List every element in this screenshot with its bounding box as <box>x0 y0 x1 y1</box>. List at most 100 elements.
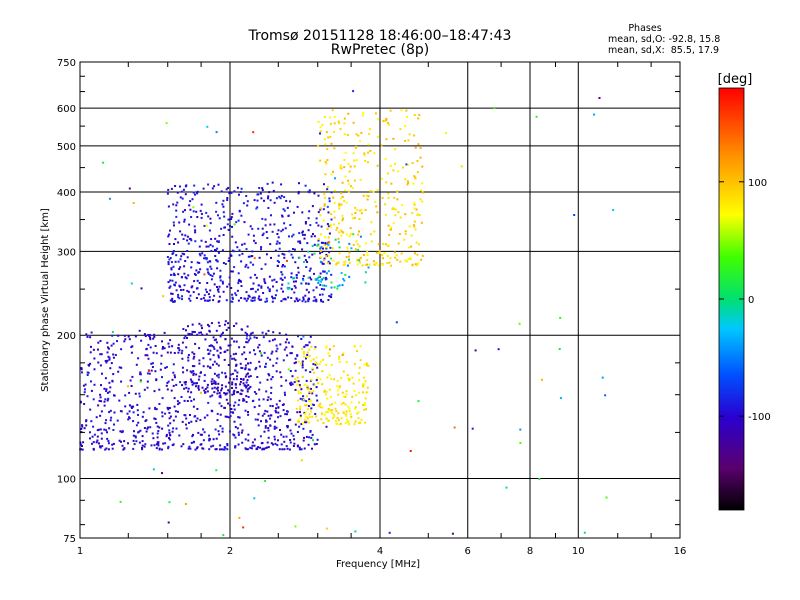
data-point <box>107 448 110 451</box>
data-point <box>319 293 321 296</box>
data-point <box>265 390 268 393</box>
data-point <box>170 273 172 276</box>
data-point <box>327 244 330 246</box>
data-point <box>193 225 196 228</box>
data-point <box>252 131 255 134</box>
data-point <box>213 185 216 188</box>
data-point <box>266 441 269 444</box>
data-point <box>340 417 343 420</box>
data-point <box>221 280 224 283</box>
data-point <box>247 255 250 258</box>
data-point <box>296 376 299 379</box>
data-point <box>276 259 279 262</box>
data-point <box>272 189 275 192</box>
data-point <box>105 429 108 432</box>
data-point <box>184 193 187 196</box>
data-point <box>166 256 169 258</box>
data-point <box>150 369 153 372</box>
data-point <box>413 225 416 228</box>
data-point <box>215 448 218 451</box>
data-point <box>173 405 176 408</box>
data-point <box>356 258 359 261</box>
data-point <box>365 364 368 367</box>
data-point <box>413 114 416 116</box>
data-point <box>282 208 285 211</box>
data-point <box>319 208 322 211</box>
data-point <box>330 411 333 414</box>
data-point <box>418 243 420 246</box>
data-point <box>404 213 407 216</box>
data-point <box>224 323 226 326</box>
data-point <box>221 371 224 374</box>
data-point <box>364 380 367 383</box>
data-point <box>260 267 263 270</box>
data-point <box>99 414 102 417</box>
data-point <box>323 203 326 206</box>
data-point <box>234 369 237 372</box>
data-point <box>239 362 242 365</box>
data-point <box>417 117 420 120</box>
data-point <box>152 468 155 471</box>
data-point <box>559 397 562 399</box>
data-point <box>353 390 356 392</box>
data-point <box>327 136 330 139</box>
data-point <box>225 188 228 191</box>
data-point <box>266 410 269 413</box>
data-point <box>328 388 331 391</box>
data-point <box>207 323 209 326</box>
data-point <box>183 265 186 268</box>
data-point <box>139 429 142 432</box>
data-point <box>421 200 424 203</box>
data-point <box>293 438 296 441</box>
data-point <box>145 430 148 433</box>
data-point <box>295 274 298 277</box>
data-point <box>413 201 416 204</box>
data-point <box>292 233 295 236</box>
data-point <box>93 368 96 371</box>
data-point <box>99 446 102 448</box>
data-point <box>169 351 172 354</box>
data-point <box>308 269 311 272</box>
data-point <box>118 366 121 369</box>
data-point <box>301 364 304 367</box>
data-point <box>208 448 211 451</box>
data-point <box>169 434 171 437</box>
data-point <box>169 229 171 232</box>
data-point <box>176 201 179 204</box>
data-point <box>319 360 322 363</box>
data-point <box>205 245 208 248</box>
chart-title: Tromsø 20151128 18:46:00–18:47:43 <box>248 28 512 44</box>
data-point <box>387 244 390 247</box>
colorbar-tick-label: 0 <box>748 295 754 306</box>
data-point <box>95 441 98 444</box>
data-point <box>328 197 331 200</box>
data-point <box>321 370 324 373</box>
data-point <box>322 277 325 279</box>
data-point <box>394 148 397 151</box>
data-point <box>310 436 313 439</box>
data-point <box>404 230 407 233</box>
data-point <box>333 210 336 213</box>
data-point <box>245 248 248 251</box>
data-point <box>209 274 212 277</box>
data-point <box>311 403 314 406</box>
data-point <box>296 383 299 386</box>
data-point <box>85 333 88 336</box>
data-point <box>165 122 168 125</box>
data-point <box>395 254 398 257</box>
data-point <box>89 408 92 411</box>
data-point <box>174 410 177 413</box>
data-point <box>272 331 275 334</box>
data-point <box>269 398 272 401</box>
data-point <box>152 337 155 340</box>
data-point <box>353 423 356 426</box>
data-point <box>258 343 261 346</box>
data-point <box>229 344 232 347</box>
data-point <box>215 341 218 344</box>
data-point <box>341 214 344 217</box>
data-point <box>302 355 305 358</box>
data-point <box>210 278 213 281</box>
data-point <box>337 241 340 244</box>
data-point <box>317 194 320 197</box>
data-point <box>220 190 223 193</box>
